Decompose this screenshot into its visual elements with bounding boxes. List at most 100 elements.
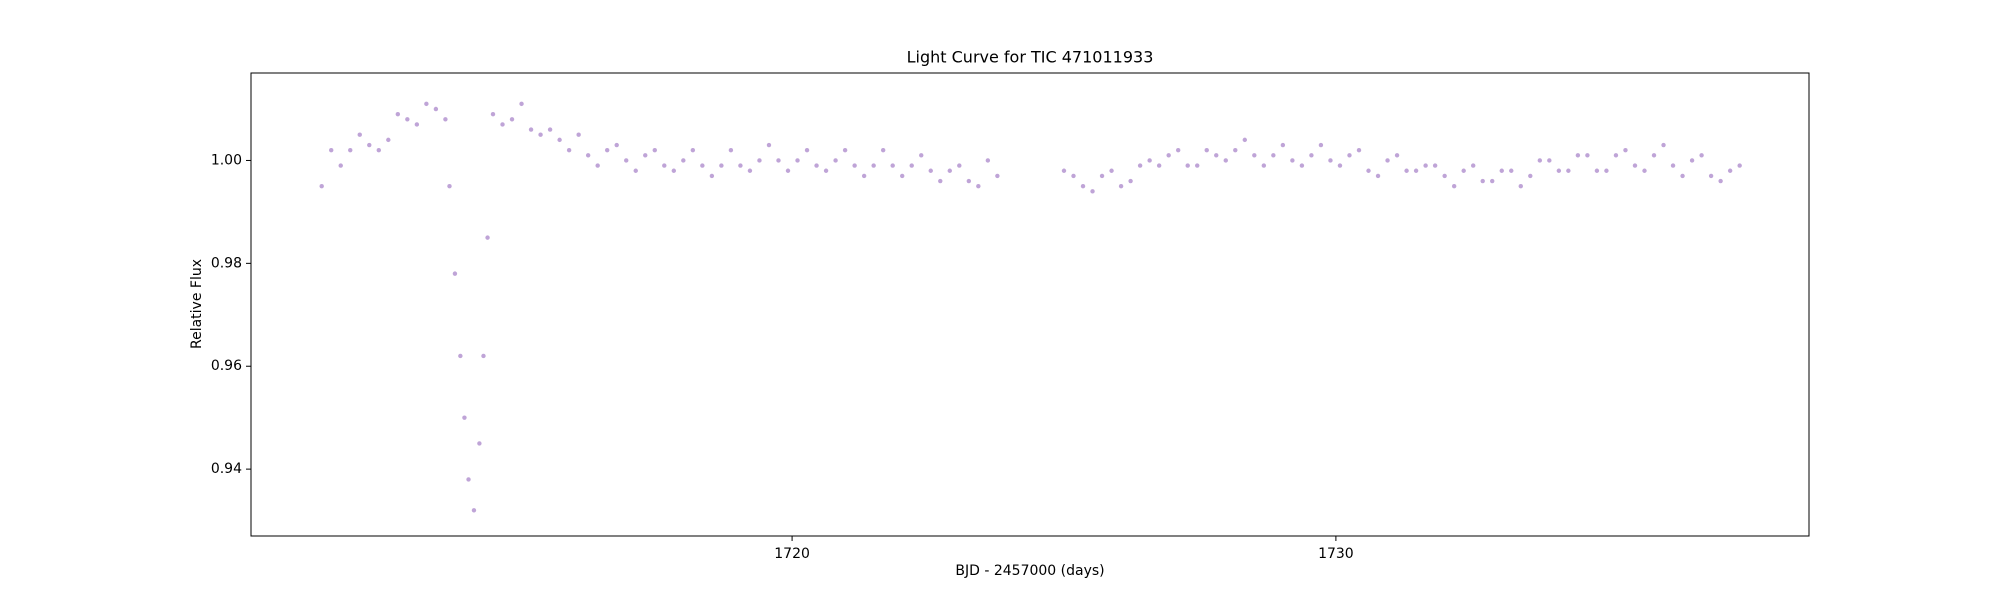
data-point [485,235,490,240]
chart-title: Light Curve for TIC 471011933 [907,48,1154,67]
data-point [795,158,800,163]
data-point [1528,173,1533,179]
data-point [1490,178,1495,184]
data-point [557,137,562,143]
data-point [1461,168,1466,173]
data-point [700,163,705,168]
data-point [1737,163,1742,168]
data-point [1471,163,1476,168]
data-point [447,183,452,189]
data-point [329,147,334,153]
data-point [1575,153,1581,158]
data-point [919,153,924,158]
data-point [414,122,420,127]
data-point [1147,158,1152,163]
data-point [643,153,648,158]
data-point [1090,189,1095,194]
data-point [1375,173,1381,179]
data-point [738,163,743,168]
data-point [538,132,543,137]
data-point [1137,163,1143,168]
data-point [671,168,677,173]
plot-frame [250,72,1810,537]
data-point [842,147,848,153]
x-tick-label: 1720 [774,546,810,562]
data-point [1347,153,1352,158]
data-point [1718,178,1723,184]
data-point [1366,168,1371,173]
data-point [424,101,429,107]
data-point [1337,163,1343,168]
data-point [833,158,838,163]
data-point [1413,168,1419,173]
data-point [1271,153,1276,158]
data-point [1432,163,1438,168]
data-point [890,163,895,168]
data-point [719,163,724,168]
data-point [338,163,343,168]
data-point [985,158,991,163]
data-point [1099,173,1105,179]
data-point [1071,173,1076,179]
data-point [1261,163,1267,168]
data-point [1166,153,1171,158]
data-point [757,158,762,163]
data-point [1156,163,1162,168]
data-point [433,106,439,112]
data-point [823,168,829,173]
data-point [500,122,505,127]
data-point [1604,168,1609,173]
data-point [1109,168,1114,173]
data-point [1556,168,1562,173]
data-point [1623,147,1628,153]
y-tick-label: 0.96 [211,358,242,374]
data-point [1385,158,1390,163]
data-point [547,127,553,132]
y-tick-label: 0.98 [211,255,242,271]
data-point [386,137,391,143]
data-point [995,173,1000,179]
data-point [1356,147,1362,153]
y-axis-label: Relative Flux [189,259,205,349]
data-point [1651,153,1657,158]
data-point [1328,158,1333,163]
data-point [785,168,791,173]
data-point [652,147,657,153]
data-point [1252,153,1257,158]
data-point [947,168,952,173]
data-point [1708,173,1714,179]
data-point [405,117,410,122]
data-point [452,271,458,276]
data-point [585,153,591,158]
data-point [1299,163,1305,168]
data-point [566,147,572,153]
data-point [1499,168,1504,173]
data-point [1699,153,1704,158]
data-point [509,117,515,122]
data-point [728,147,734,153]
data-point [900,173,905,179]
data-point [458,353,463,359]
data-point [1280,142,1286,148]
data-point [1613,153,1619,158]
data-point [1423,163,1428,168]
data-point [709,173,715,179]
data-point [662,163,667,168]
data-point [1509,168,1514,173]
data-point [1642,168,1647,173]
data-point [443,117,448,122]
data-point [1118,183,1124,189]
data-point [957,163,962,168]
data-point [490,111,496,117]
data-point [1689,158,1695,163]
data-point [624,158,629,163]
data-point [1290,158,1295,163]
data-point [690,147,696,153]
data-point [1242,137,1248,143]
data-point [1394,153,1400,158]
data-point [1204,147,1209,153]
data-point [376,147,381,153]
data-point [1195,163,1200,168]
